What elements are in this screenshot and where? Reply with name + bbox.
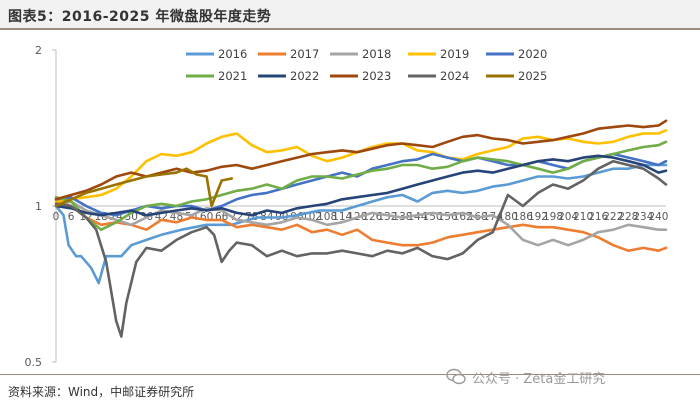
x-tick-label: 210 [573, 211, 593, 223]
x-tick-label: 0 [53, 211, 60, 223]
title-bar: 图表5：2016-2025 年微盘股年度走势 [0, 0, 700, 30]
x-tick-label: 222 [603, 211, 623, 223]
watermark: 公众号 · Zeta金工研究 [446, 366, 686, 390]
series-line-2023 [54, 119, 668, 201]
x-tick-label: 216 [588, 211, 608, 223]
page-title: 图表5：2016-2025 年微盘股年度走势 [8, 9, 272, 25]
x-tick-label: 180 [498, 211, 518, 223]
series-line-2016 [54, 163, 668, 285]
watermark-text: 公众号 · Zeta金工研究 [472, 372, 606, 387]
wechat-icon [446, 368, 466, 385]
x-tick-label: 6 [68, 211, 75, 223]
legend-label-2021: 2021 [218, 69, 247, 83]
chart-legend: 2016 2017 2018 2019 2020 2021 2022 2023 2024 2025 [186, 47, 547, 83]
series-line-2025 [54, 167, 233, 208]
x-tick-label: 204 [558, 211, 578, 223]
source-note: 资料来源：Wind，中邮证券研究所 [8, 385, 195, 399]
legend-label-2018: 2018 [362, 47, 391, 61]
x-tick-label: 186 [513, 211, 533, 223]
x-tick-label: 234 [633, 211, 653, 223]
legend-label-2016: 2016 [218, 47, 247, 61]
x-tick-label: 240 [648, 211, 668, 223]
series-line-2024 [54, 159, 668, 338]
series-line-2021 [54, 140, 668, 231]
footer-divider [0, 374, 700, 375]
x-tick-label: 108 [317, 211, 337, 223]
legend-label-2019: 2019 [440, 47, 469, 61]
legend-label-2025: 2025 [518, 69, 547, 83]
series-line-2018 [54, 200, 668, 247]
legend-label-2023: 2023 [362, 69, 391, 83]
legend-label-2017: 2017 [290, 47, 319, 61]
x-tick-label: 198 [543, 211, 563, 223]
y-tick-label: 1 [35, 200, 42, 213]
chart-series [54, 119, 668, 338]
series-line-2017 [54, 200, 668, 252]
y-tick-label: 2 [35, 44, 42, 57]
legend-label-2020: 2020 [518, 47, 547, 61]
x-tick-label: 192 [528, 211, 548, 223]
x-tick-label: 228 [618, 211, 638, 223]
legend-label-2024: 2024 [440, 69, 469, 83]
series-line-2022 [54, 154, 668, 217]
legend-label-2022: 2022 [290, 69, 319, 83]
y-tick-label: 0.5 [25, 356, 43, 369]
